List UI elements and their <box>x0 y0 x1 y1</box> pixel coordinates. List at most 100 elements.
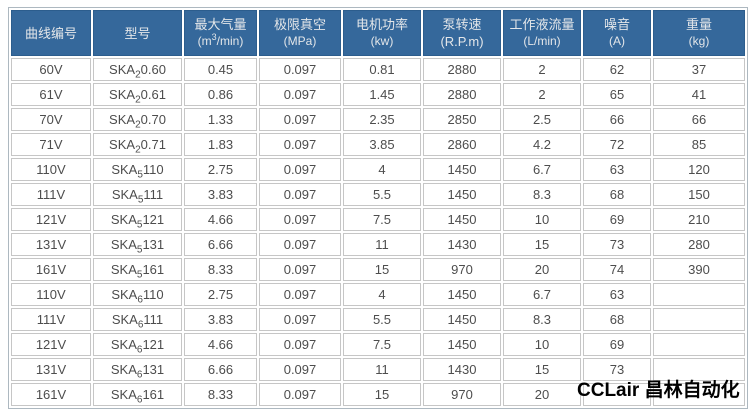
weight-cell <box>653 308 745 331</box>
pump-speed-cell: 2880 <box>423 58 501 81</box>
model-cell: SKA20.70 <box>93 108 182 131</box>
liquid-flow-cell: 2.5 <box>503 108 581 131</box>
pump-speed-cell: 970 <box>423 258 501 281</box>
column-header-2: 最大气量 (m3/min) <box>184 10 257 56</box>
weight-cell <box>653 383 745 406</box>
liquid-flow-cell: 2 <box>503 83 581 106</box>
max-air-cell: 0.45 <box>184 58 257 81</box>
noise-cell: 62 <box>583 58 651 81</box>
max-air-cell: 0.86 <box>184 83 257 106</box>
noise-cell <box>583 383 651 406</box>
column-title: 极限真空 <box>273 17 326 32</box>
vacuum-cell: 0.097 <box>259 283 341 306</box>
motor-power-cell: 7.5 <box>343 333 421 356</box>
table-row: 70V SKA20.70 1.33 0.097 2.35 2850 2.5 66 66 <box>11 108 745 131</box>
curve-number-cell: 121V <box>11 208 91 231</box>
vacuum-cell: 0.097 <box>259 258 341 281</box>
model-cell: SKA6111 <box>93 308 182 331</box>
curve-number-cell: 111V <box>11 308 91 331</box>
max-air-cell: 8.33 <box>184 383 257 406</box>
vacuum-cell: 0.097 <box>259 58 341 81</box>
weight-cell <box>653 333 745 356</box>
noise-cell: 63 <box>583 283 651 306</box>
liquid-flow-cell: 20 <box>503 258 581 281</box>
table-row: 60V SKA20.60 0.45 0.097 0.81 2880 2 62 37 <box>11 58 745 81</box>
pump-speed-cell: 2860 <box>423 133 501 156</box>
pump-speed-cell: 1450 <box>423 308 501 331</box>
weight-cell: 41 <box>653 83 745 106</box>
liquid-flow-cell: 6.7 <box>503 283 581 306</box>
column-title: 电机功率 <box>355 17 408 32</box>
motor-power-cell: 15 <box>343 383 421 406</box>
column-unit: (MPa) <box>283 34 317 48</box>
table-body: 60V SKA20.60 0.45 0.097 0.81 2880 2 62 37 61V SKA2… <box>11 58 745 406</box>
max-air-cell: 3.83 <box>184 308 257 331</box>
max-air-cell: 4.66 <box>184 333 257 356</box>
liquid-flow-cell: 6.7 <box>503 158 581 181</box>
table-row: 121V SKA6121 4.66 0.097 7.5 1450 10 69 <box>11 333 745 356</box>
motor-power-cell: 0.81 <box>343 58 421 81</box>
liquid-flow-cell: 2 <box>503 58 581 81</box>
noise-cell: 72 <box>583 133 651 156</box>
column-title: 曲线编号 <box>24 25 77 41</box>
liquid-flow-cell: 8.3 <box>503 308 581 331</box>
model-cell: SKA20.61 <box>93 83 182 106</box>
column-unit: (m3/min) <box>197 32 244 49</box>
weight-cell: 390 <box>653 258 745 281</box>
liquid-flow-cell: 20 <box>503 383 581 406</box>
curve-number-cell: 161V <box>11 258 91 281</box>
weight-cell: 120 <box>653 158 745 181</box>
weight-cell: 66 <box>653 108 745 131</box>
pump-speed-cell: 1430 <box>423 358 501 381</box>
pump-speed-cell: 2850 <box>423 108 501 131</box>
noise-cell: 68 <box>583 308 651 331</box>
pump-speed-cell: 970 <box>423 383 501 406</box>
max-air-cell: 6.66 <box>184 358 257 381</box>
motor-power-cell: 5.5 <box>343 308 421 331</box>
motor-power-cell: 2.35 <box>343 108 421 131</box>
noise-cell: 73 <box>583 233 651 256</box>
max-air-cell: 1.33 <box>184 108 257 131</box>
table-row: 61V SKA20.61 0.86 0.097 1.45 2880 2 65 41 <box>11 83 745 106</box>
pump-speed-cell: 1450 <box>423 333 501 356</box>
table-row: 131V SKA6131 6.66 0.097 11 1430 15 73 <box>11 358 745 381</box>
table-row: 161V SKA5161 8.33 0.097 15 970 20 74 390 <box>11 258 745 281</box>
weight-cell: 210 <box>653 208 745 231</box>
vacuum-cell: 0.097 <box>259 233 341 256</box>
curve-number-cell: 111V <box>11 183 91 206</box>
weight-cell <box>653 358 745 381</box>
curve-number-cell: 110V <box>11 283 91 306</box>
curve-number-cell: 70V <box>11 108 91 131</box>
pump-speed-cell: 1450 <box>423 283 501 306</box>
vacuum-cell: 0.097 <box>259 158 341 181</box>
table-row: 111V SKA6111 3.83 0.097 5.5 1450 8.3 68 <box>11 308 745 331</box>
column-header-4: 电机功率 (kw) <box>343 10 421 56</box>
noise-cell: 69 <box>583 333 651 356</box>
model-cell: SKA6110 <box>93 283 182 306</box>
pump-speed-cell: 2880 <box>423 83 501 106</box>
vacuum-cell: 0.097 <box>259 308 341 331</box>
model-cell: SKA6121 <box>93 333 182 356</box>
liquid-flow-cell: 10 <box>503 333 581 356</box>
weight-cell: 37 <box>653 58 745 81</box>
max-air-cell: 6.66 <box>184 233 257 256</box>
column-header-0: 曲线编号 <box>11 10 91 56</box>
motor-power-cell: 11 <box>343 233 421 256</box>
table-row: 71V SKA20.71 1.83 0.097 3.85 2860 4.2 72 85 <box>11 133 745 156</box>
motor-power-cell: 5.5 <box>343 183 421 206</box>
column-unit: (kg) <box>688 34 710 48</box>
motor-power-cell: 1.45 <box>343 83 421 106</box>
vacuum-cell: 0.097 <box>259 108 341 131</box>
noise-cell: 74 <box>583 258 651 281</box>
model-cell: SKA5131 <box>93 233 182 256</box>
curve-number-cell: 161V <box>11 383 91 406</box>
column-header-3: 极限真空 (MPa) <box>259 10 341 56</box>
table-row: 131V SKA5131 6.66 0.097 11 1430 15 73 280 <box>11 233 745 256</box>
column-title: 泵转速(R.P.m) <box>440 17 484 49</box>
liquid-flow-cell: 4.2 <box>503 133 581 156</box>
vacuum-cell: 0.097 <box>259 358 341 381</box>
table-header-row: 曲线编号 型号 最大气量 (m3/min) 极限真空 (MPa) 电机功率 (kw) 泵转速(R… <box>11 10 745 56</box>
liquid-flow-cell: 10 <box>503 208 581 231</box>
model-cell: SKA5110 <box>93 158 182 181</box>
